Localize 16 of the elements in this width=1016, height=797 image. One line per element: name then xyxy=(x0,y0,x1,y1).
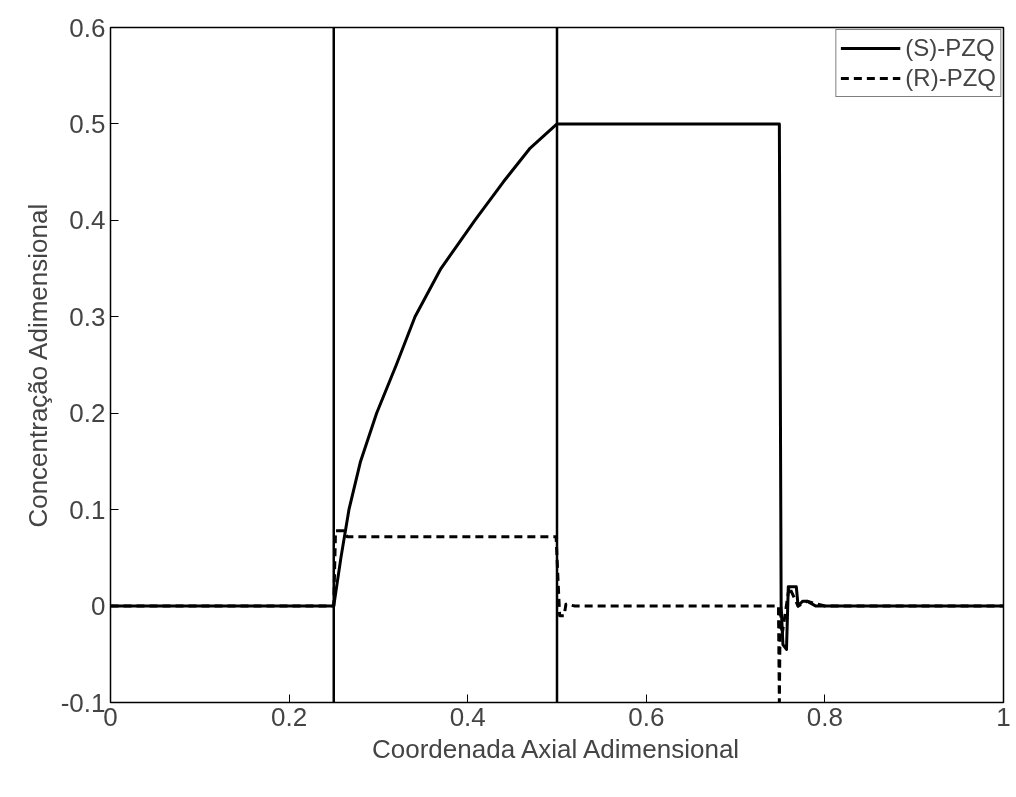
y-tick-label: 0.5 xyxy=(69,108,106,139)
x-axis-title: Coordenada Axial Adimensional xyxy=(372,733,740,764)
y-axis-title: Concentração Adimensional xyxy=(22,203,53,528)
y-tick-label: 0.1 xyxy=(69,494,106,525)
y-tick-label: 0.2 xyxy=(69,398,106,429)
y-tick-label: 0 xyxy=(91,591,106,622)
y-tick-label: 0.6 xyxy=(69,12,106,43)
x-tick-label: 0.4 xyxy=(449,701,486,732)
x-tick-label: 0.2 xyxy=(271,701,308,732)
x-tick-label: 0.6 xyxy=(628,701,665,732)
legend-label: (S)-PZQ xyxy=(905,34,995,62)
y-tick-label: 0.4 xyxy=(69,205,106,236)
y-tick-label: 0.3 xyxy=(69,301,106,332)
x-tick-label: 1 xyxy=(996,701,1011,732)
legend-label: (R)-PZQ xyxy=(905,64,996,92)
x-tick-label: 0.8 xyxy=(806,701,843,732)
